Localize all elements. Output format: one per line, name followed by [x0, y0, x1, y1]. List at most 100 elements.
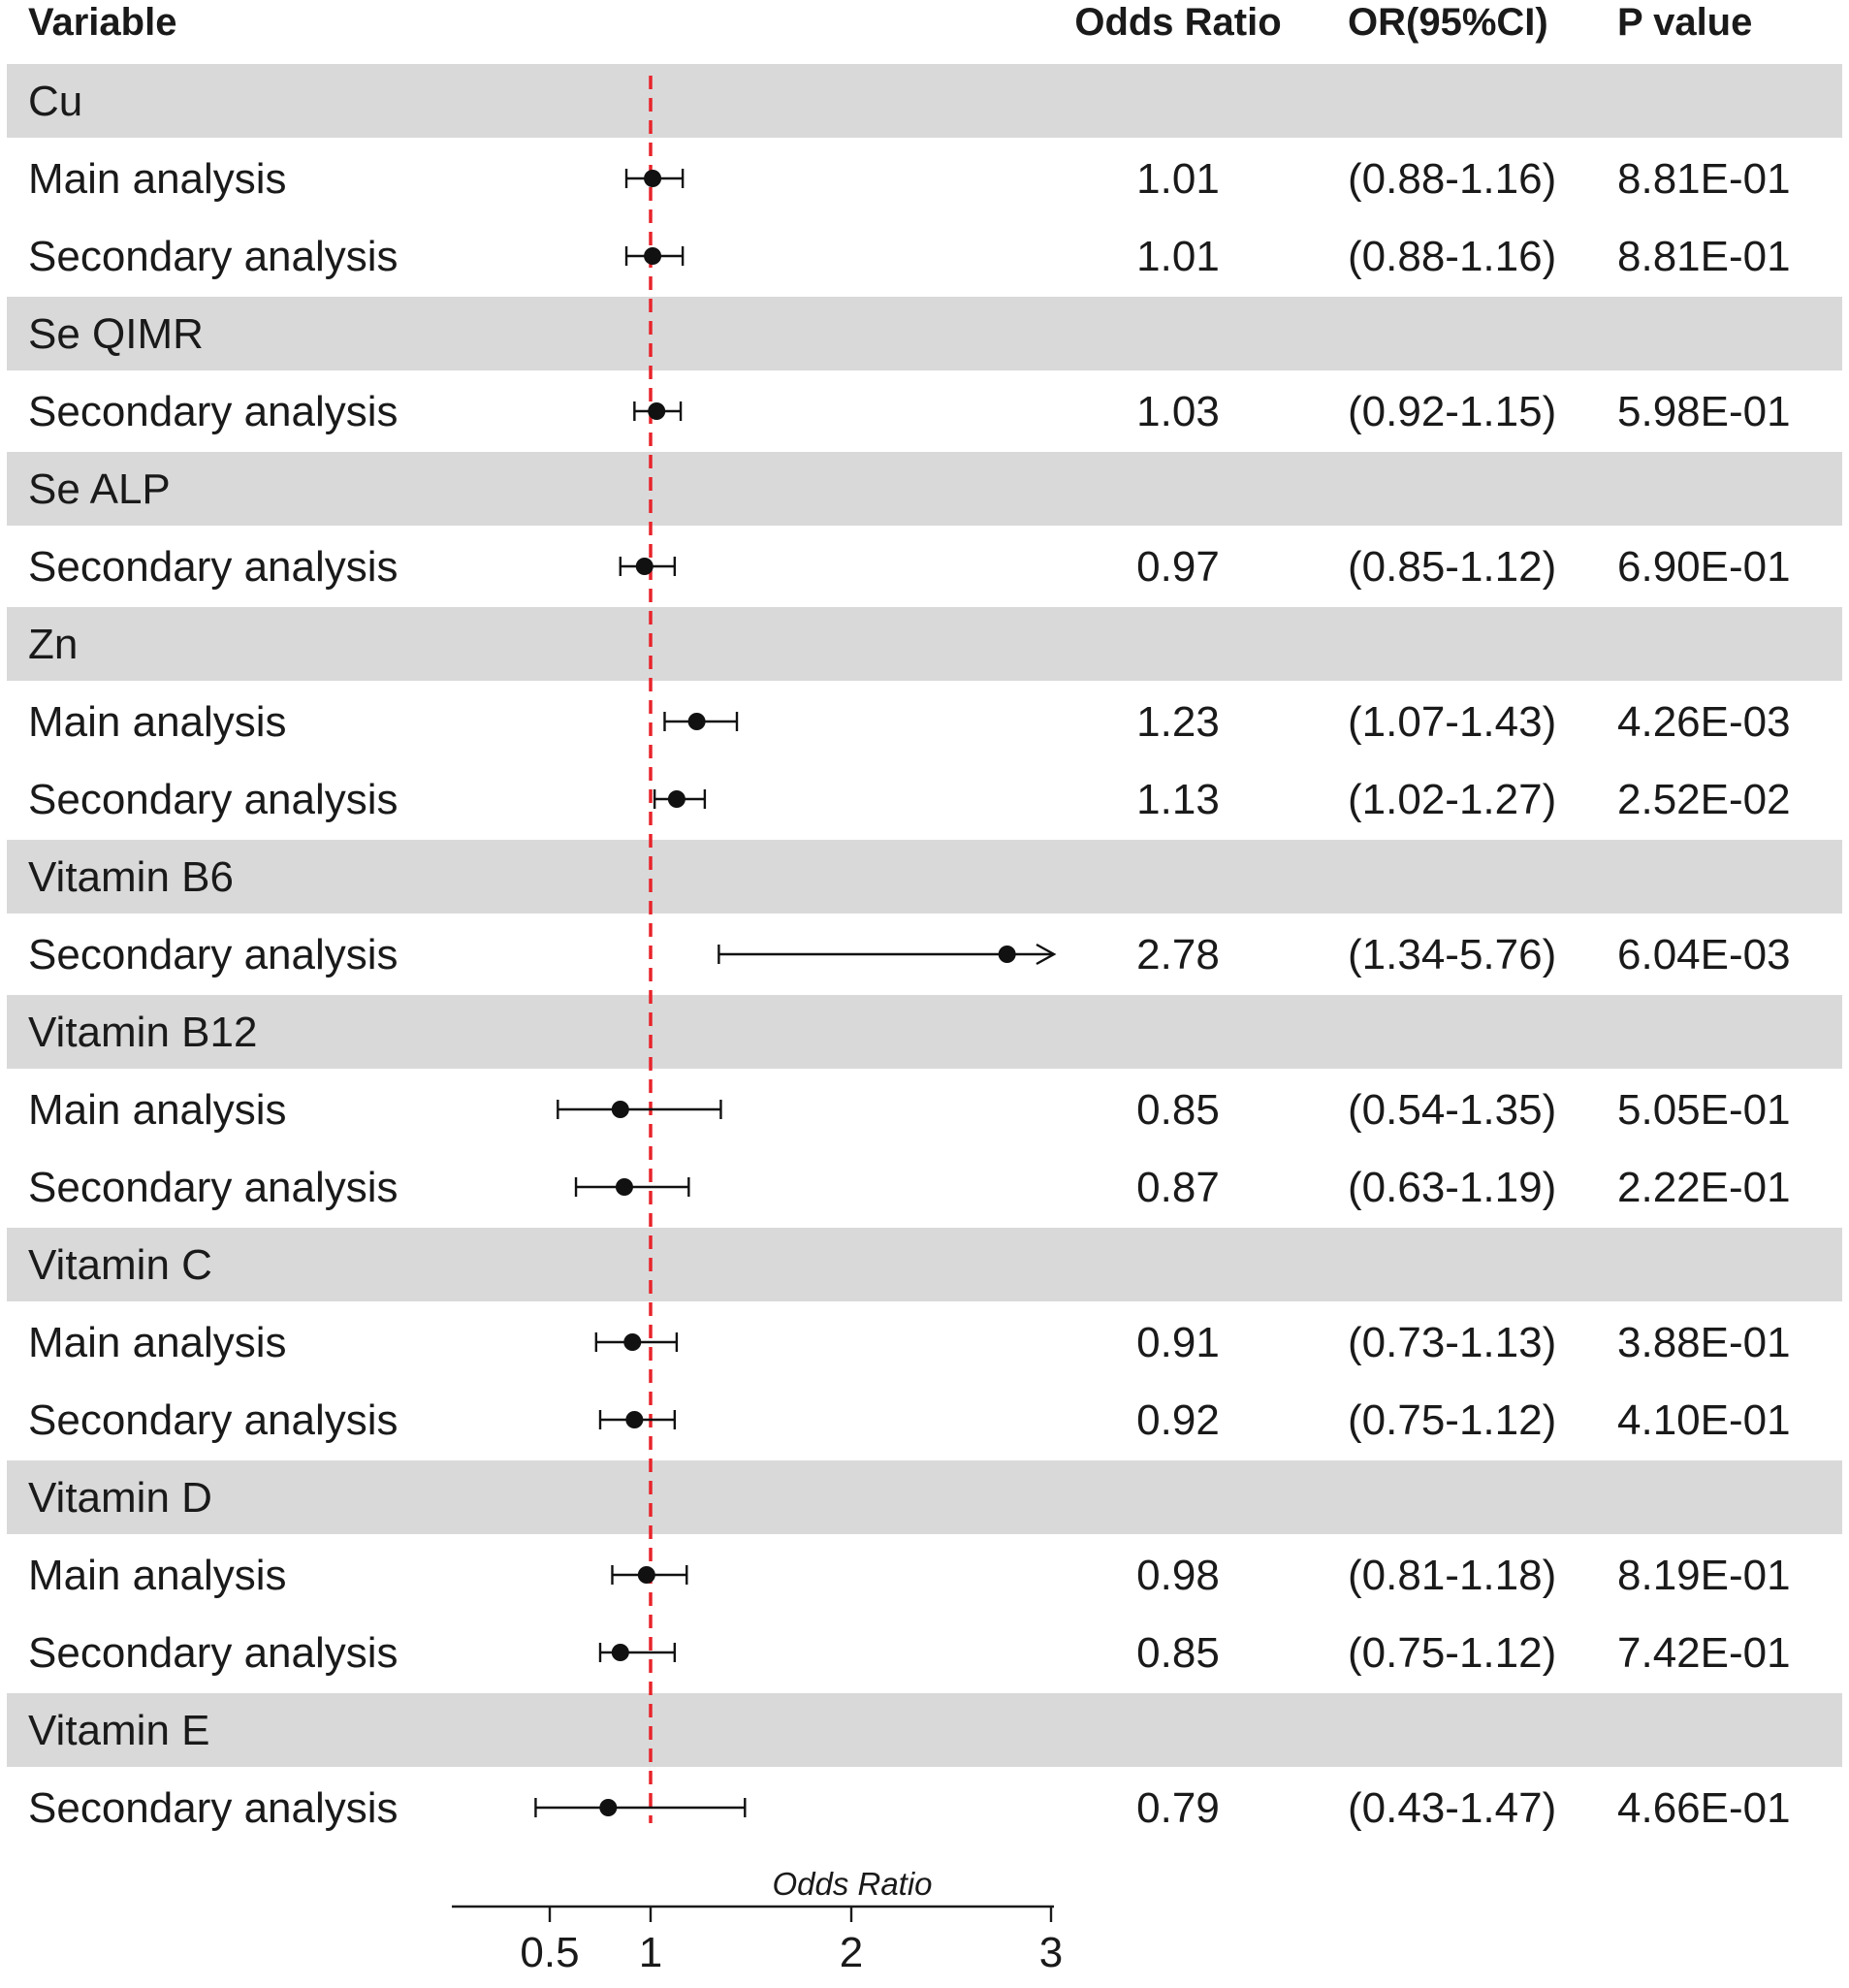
x-axis: Odds Ratio 0.5 1 2 3: [452, 1866, 1063, 1976]
p-value: 3.88E-01: [1617, 1319, 1791, 1366]
group-band: [7, 297, 1842, 370]
ci-value: (0.54-1.35): [1348, 1086, 1556, 1134]
point-estimate: [611, 1101, 629, 1118]
row-label: Secondary analysis: [28, 543, 398, 591]
or-value: 0.92: [1136, 1396, 1220, 1444]
group-label: Vitamin D: [28, 1474, 212, 1522]
header-p-value: P value: [1617, 1, 1752, 44]
or-value: 1.03: [1136, 388, 1220, 435]
p-value: 4.66E-01: [1617, 1784, 1791, 1832]
row-label: Secondary analysis: [28, 388, 398, 435]
ci-value: (0.75-1.12): [1348, 1396, 1556, 1444]
row-label: Secondary analysis: [28, 1396, 398, 1444]
group-band: [7, 64, 1842, 138]
or-value: 1.01: [1136, 155, 1220, 203]
data-rows: Cu Main analysis 1.01 (0.88-1.16) 8.81E-01 Se…: [28, 78, 1791, 1832]
point-estimate: [615, 1178, 633, 1196]
group-band: [7, 452, 1842, 526]
x-tick-label: 2: [840, 1929, 863, 1976]
group-label: Cu: [28, 78, 82, 125]
p-value: 4.10E-01: [1617, 1396, 1791, 1444]
group-label: Se QIMR: [28, 310, 204, 358]
point-estimate: [625, 1411, 644, 1428]
ci-value: (0.85-1.12): [1348, 543, 1556, 591]
group-band: [7, 1693, 1842, 1767]
p-value: 7.42E-01: [1617, 1629, 1791, 1677]
point-estimate: [648, 402, 666, 420]
row-label: Secondary analysis: [28, 776, 398, 823]
point-estimate: [599, 1799, 618, 1816]
point-estimate: [667, 790, 685, 808]
ci-value: (0.75-1.12): [1348, 1629, 1556, 1677]
point-estimate: [644, 247, 662, 265]
x-axis-title: Odds Ratio: [772, 1866, 932, 1902]
or-value: 1.13: [1136, 776, 1220, 823]
group-band: [7, 840, 1842, 914]
ci-value: (0.43-1.47): [1348, 1784, 1556, 1832]
or-value: 0.91: [1136, 1319, 1220, 1366]
header-variable: Variable: [28, 1, 176, 44]
p-value: 6.90E-01: [1617, 543, 1791, 591]
row-label: Secondary analysis: [28, 1629, 398, 1677]
p-value: 5.05E-01: [1617, 1086, 1791, 1134]
p-value: 8.81E-01: [1617, 155, 1791, 203]
p-value: 8.19E-01: [1617, 1552, 1791, 1599]
header-odds-ratio: Odds Ratio: [1074, 1, 1281, 44]
ci-value: (0.92-1.15): [1348, 388, 1556, 435]
x-tick-label: 1: [639, 1929, 662, 1976]
group-label: Vitamin B12: [28, 1009, 257, 1056]
p-value: 4.26E-03: [1617, 698, 1791, 746]
row-label: Secondary analysis: [28, 1784, 398, 1832]
point-estimate: [623, 1333, 642, 1351]
point-estimate: [635, 558, 654, 575]
point-estimate: [637, 1566, 655, 1584]
point-estimate: [998, 946, 1016, 963]
or-value: 0.85: [1136, 1086, 1220, 1134]
or-value: 0.98: [1136, 1552, 1220, 1599]
p-value: 6.04E-03: [1617, 931, 1791, 978]
x-tick-label: 0.5: [520, 1929, 579, 1976]
ci-value: (0.63-1.19): [1348, 1164, 1556, 1211]
or-value: 0.79: [1136, 1784, 1220, 1832]
p-value: 2.52E-02: [1617, 776, 1791, 823]
row-label: Main analysis: [28, 1086, 287, 1134]
or-value: 0.87: [1136, 1164, 1220, 1211]
ci-value: (0.81-1.18): [1348, 1552, 1556, 1599]
group-band: [7, 995, 1842, 1069]
group-label: Vitamin C: [28, 1241, 212, 1289]
row-label: Main analysis: [28, 155, 287, 203]
point-estimate: [611, 1644, 629, 1661]
ci-value: (0.88-1.16): [1348, 233, 1556, 280]
row-label: Secondary analysis: [28, 233, 398, 280]
group-label: Zn: [28, 621, 78, 668]
ci-value: (1.34-5.76): [1348, 931, 1556, 978]
group-label: Vitamin B6: [28, 853, 234, 901]
group-band: [7, 1228, 1842, 1301]
ci-value: (0.73-1.13): [1348, 1319, 1556, 1366]
or-value: 2.78: [1136, 931, 1220, 978]
or-value: 1.23: [1136, 698, 1220, 746]
row-label: Secondary analysis: [28, 1164, 398, 1211]
or-value: 0.97: [1136, 543, 1220, 591]
group-label: Se ALP: [28, 465, 171, 513]
point-estimate: [644, 170, 662, 187]
column-headers: Variable Odds Ratio OR(95%CI) P value: [28, 1, 1752, 44]
row-label: Secondary analysis: [28, 931, 398, 978]
row-label: Main analysis: [28, 1319, 287, 1366]
group-band: [7, 1460, 1842, 1534]
row-label: Main analysis: [28, 698, 287, 746]
row-label: Main analysis: [28, 1552, 287, 1599]
ci-value: (0.88-1.16): [1348, 155, 1556, 203]
group-bands: [7, 64, 1842, 1767]
x-tick-label: 3: [1039, 1929, 1063, 1976]
ci-arrow: [1036, 943, 1057, 966]
point-estimate: [687, 713, 706, 730]
ci-value: (1.02-1.27): [1348, 776, 1556, 823]
p-value: 8.81E-01: [1617, 233, 1791, 280]
p-value: 5.98E-01: [1617, 388, 1791, 435]
or-value: 0.85: [1136, 1629, 1220, 1677]
or-value: 1.01: [1136, 233, 1220, 280]
p-value: 2.22E-01: [1617, 1164, 1791, 1211]
ci-value: (1.07-1.43): [1348, 698, 1556, 746]
group-band: [7, 607, 1842, 681]
